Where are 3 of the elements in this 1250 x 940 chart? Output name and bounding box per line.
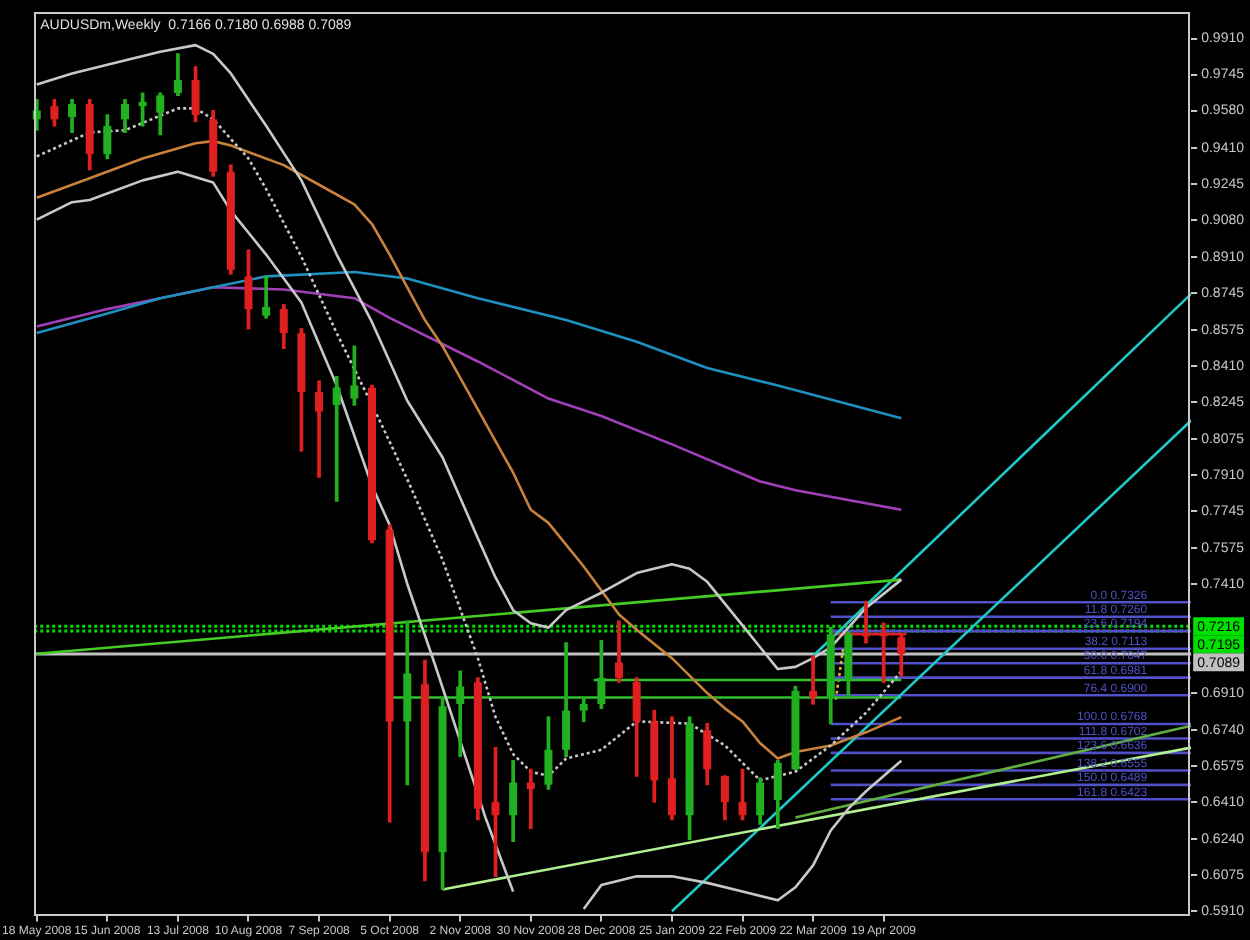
candlestick bbox=[809, 655, 818, 705]
candlestick bbox=[526, 768, 535, 829]
candlestick bbox=[332, 376, 341, 502]
